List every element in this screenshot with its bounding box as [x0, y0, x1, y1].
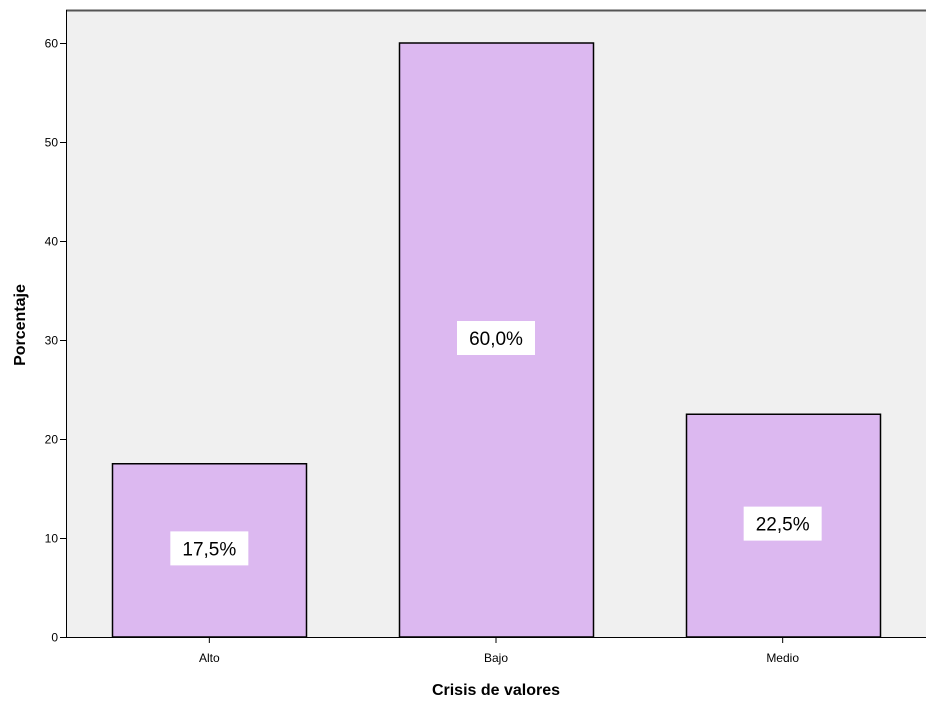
y-tick-label: 30	[45, 334, 59, 348]
data-label-text: 17,5%	[182, 539, 236, 560]
y-tick-label: 20	[45, 433, 59, 447]
y-axis-title: Porcentaje	[12, 284, 29, 366]
data-label: 17,5%	[170, 531, 249, 566]
y-tick-label: 60	[45, 37, 59, 51]
x-axis-title: Crisis de valores	[432, 682, 560, 699]
y-tick-label: 40	[45, 235, 59, 249]
data-labels-layer: 17,5% 60,0% 22,5%	[170, 321, 822, 566]
x-ticks-layer: Alto Bajo Medio	[199, 637, 799, 665]
x-tick-label: Medio	[766, 651, 799, 665]
data-label-box	[457, 321, 535, 355]
x-tick-label: Bajo	[484, 651, 508, 665]
data-label-box	[170, 531, 249, 566]
data-label: 60,0%	[457, 321, 535, 355]
y-tick-label: 10	[45, 532, 59, 546]
y-tick-label: 0	[51, 631, 58, 645]
data-label-text: 22,5%	[756, 515, 810, 536]
y-tick-label: 50	[45, 136, 59, 150]
data-label-text: 60,0%	[469, 329, 523, 350]
x-tick-label: Alto	[199, 651, 220, 665]
data-label: 22,5%	[743, 506, 822, 541]
y-ticks-layer: 0 10 20 30 40 50 60	[45, 37, 66, 645]
data-label-box	[743, 506, 822, 541]
